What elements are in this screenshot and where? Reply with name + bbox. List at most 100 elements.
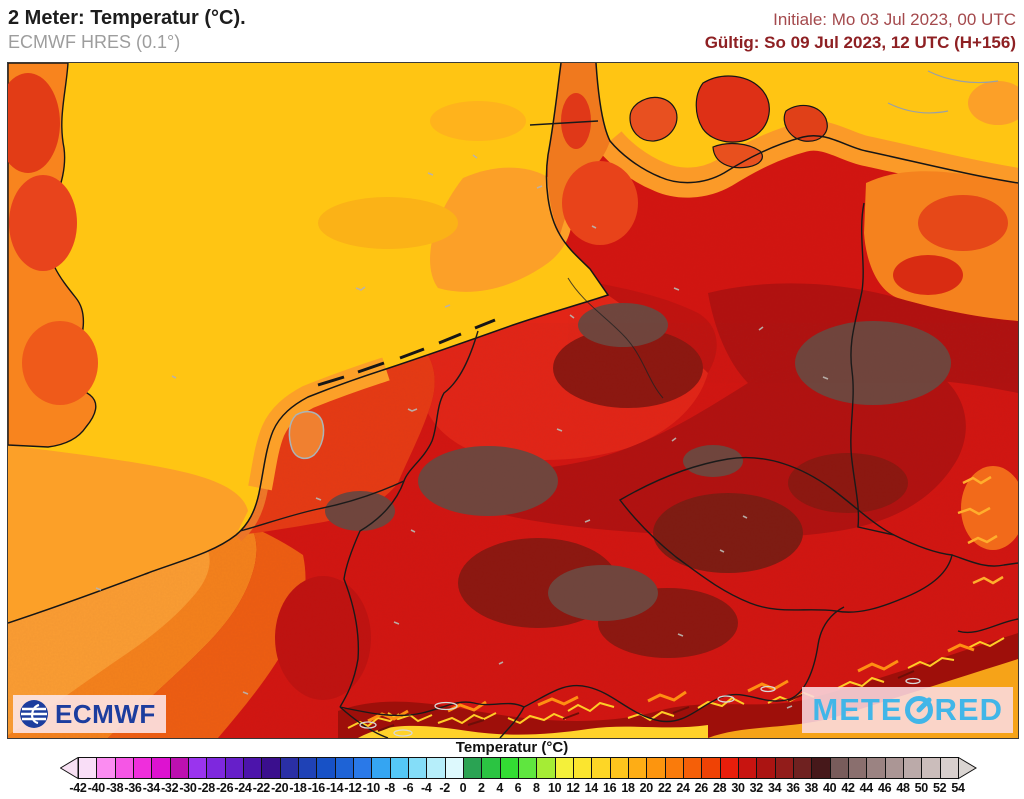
colorbar-cell <box>114 757 134 779</box>
colorbar-tick-labels: -42 -40 -38 -36 -34 -32 -30 -28 -26 -24 -22 -20 -18-… <box>60 781 980 797</box>
colorbar-tick: 46 <box>877 781 892 795</box>
colorbar-cell <box>921 757 941 779</box>
init-time-label: Initiale: Mo 03 Jul 2023, 00 UTC <box>773 10 1016 29</box>
ecmwf-globe-icon <box>20 700 48 728</box>
colorbar-arrow <box>60 757 79 780</box>
colorbar-cell <box>279 757 299 779</box>
colorbar-tick: 50 <box>914 781 929 795</box>
colorbar-cell <box>847 757 868 779</box>
colorbar-cell <box>774 757 794 779</box>
header-right: Initiale: Mo 03 Jul 2023, 00 UTC Gültig:… <box>705 8 1016 54</box>
lake-outlines <box>359 677 921 737</box>
colorbar-cell <box>261 757 281 779</box>
colorbar-cell <box>96 757 116 779</box>
page-title: 2 Meter: Temperatur (°C). <box>8 7 246 29</box>
colorbar-tick: -34 <box>142 781 160 795</box>
colorbar-cell <box>389 757 409 779</box>
colorbar-cell <box>151 757 171 779</box>
temperature-colorbar <box>60 757 980 780</box>
colorbar-cell <box>517 757 538 779</box>
colorbar-cell <box>536 757 556 779</box>
colorbar-tick: 40 <box>822 781 837 795</box>
colorbar-tick: 48 <box>896 781 910 795</box>
colorbar-tick: -10 <box>362 781 380 795</box>
colorbar-tick: -16 <box>307 781 325 795</box>
colorbar-tick: 12 <box>566 781 580 795</box>
colorbar-cell <box>829 757 849 779</box>
colorbar-cell <box>371 757 391 779</box>
colorbar-cell <box>462 757 483 779</box>
colorbar-tick: -40 <box>87 781 105 795</box>
colorbar-tick: 0 <box>459 781 467 795</box>
colorbar-tick: -14 <box>326 781 344 795</box>
colorbar-cell <box>756 757 776 779</box>
colorbar-cell <box>884 757 904 779</box>
colorbar-tick: 42 <box>841 781 855 795</box>
colorbar-tick: -42 <box>69 781 87 795</box>
colorbar-cell <box>242 757 263 779</box>
colorbar-tick: -4 <box>421 781 432 795</box>
city-marks <box>95 154 829 709</box>
colorbar-tick: -28 <box>197 781 215 795</box>
colorbar-tick: 28 <box>712 781 727 795</box>
colorbar-tick: 2 <box>477 781 485 795</box>
colorbar-tick: -2 <box>439 781 450 795</box>
colorbar-cell <box>646 757 666 779</box>
ecmwf-logo-text: ECMWF <box>55 698 156 729</box>
colorbar-tick: 22 <box>657 781 672 795</box>
colorbar-cell <box>426 757 446 779</box>
model-label: ECMWF HRES (0.1°) <box>8 32 181 52</box>
colorbar-cell <box>939 757 959 779</box>
colorbar-tick: 26 <box>694 781 709 795</box>
colorbar-tick: 54 <box>951 781 965 795</box>
colorbar-tick: 36 <box>786 781 800 795</box>
colorbar-cell <box>591 757 611 779</box>
colorbar-cell <box>481 757 501 779</box>
colorbar-cell <box>609 757 629 779</box>
colorbar-cell <box>701 757 721 779</box>
colorbar-cell <box>664 757 684 779</box>
valid-time-label: Gültig: So 09 Jul 2023, 12 UTC (H+156) <box>704 33 1016 52</box>
colorbar-tick: -24 <box>234 781 252 795</box>
colorbar-cell <box>499 757 519 779</box>
meteored-text-left: METE <box>812 692 903 727</box>
colorbar-cell <box>316 757 336 779</box>
colorbar-cell <box>78 757 98 779</box>
colorbar-tick: 38 <box>804 781 819 795</box>
colorbar-tick: 34 <box>767 781 782 795</box>
colorbar-tick: -12 <box>344 781 362 795</box>
colorbar-tick: 52 <box>932 781 947 795</box>
colorbar-tick: 44 <box>859 781 874 795</box>
colorbar-cell <box>902 757 923 779</box>
colorbar-tick: -20 <box>271 781 289 795</box>
colorbar-tick: -8 <box>384 781 395 795</box>
colorbar-tick: 6 <box>514 781 522 795</box>
colorbar-cell <box>187 757 208 779</box>
meteored-compass-icon <box>904 696 933 724</box>
colorbar-cell <box>407 757 428 779</box>
colorbar-tick: 18 <box>621 781 635 795</box>
colorbar-arrow <box>957 757 977 780</box>
colorbar-cell <box>224 757 244 779</box>
colorbar-tick: -30 <box>179 781 197 795</box>
colorbar-tick: -18 <box>289 781 307 795</box>
ecmwf-logo: ECMWF <box>13 695 166 733</box>
header: 2 Meter: Temperatur (°C). ECMWF HRES (0.… <box>0 0 1024 62</box>
colorbar-cell <box>682 757 703 779</box>
colorbar-cell <box>169 757 189 779</box>
colorbar-tick: 10 <box>548 781 562 795</box>
colorbar-cell <box>444 757 464 779</box>
header-left: 2 Meter: Temperatur (°C). ECMWF HRES (0.… <box>8 6 246 54</box>
colorbar-title: Temperatur (°C) <box>455 739 569 756</box>
meteored-text-right: RED <box>934 692 1003 727</box>
colorbar-tick: 14 <box>584 781 599 795</box>
colorbar-tick: 32 <box>749 781 764 795</box>
colorbar-cell <box>572 757 593 779</box>
colorbar-tick: 4 <box>496 781 503 795</box>
colorbar-cell <box>554 757 574 779</box>
colorbar-cell <box>792 757 813 779</box>
colorbar-cell <box>811 757 831 779</box>
colorbar-tick: -36 <box>124 781 142 795</box>
colorbar-tick: -38 <box>106 781 124 795</box>
